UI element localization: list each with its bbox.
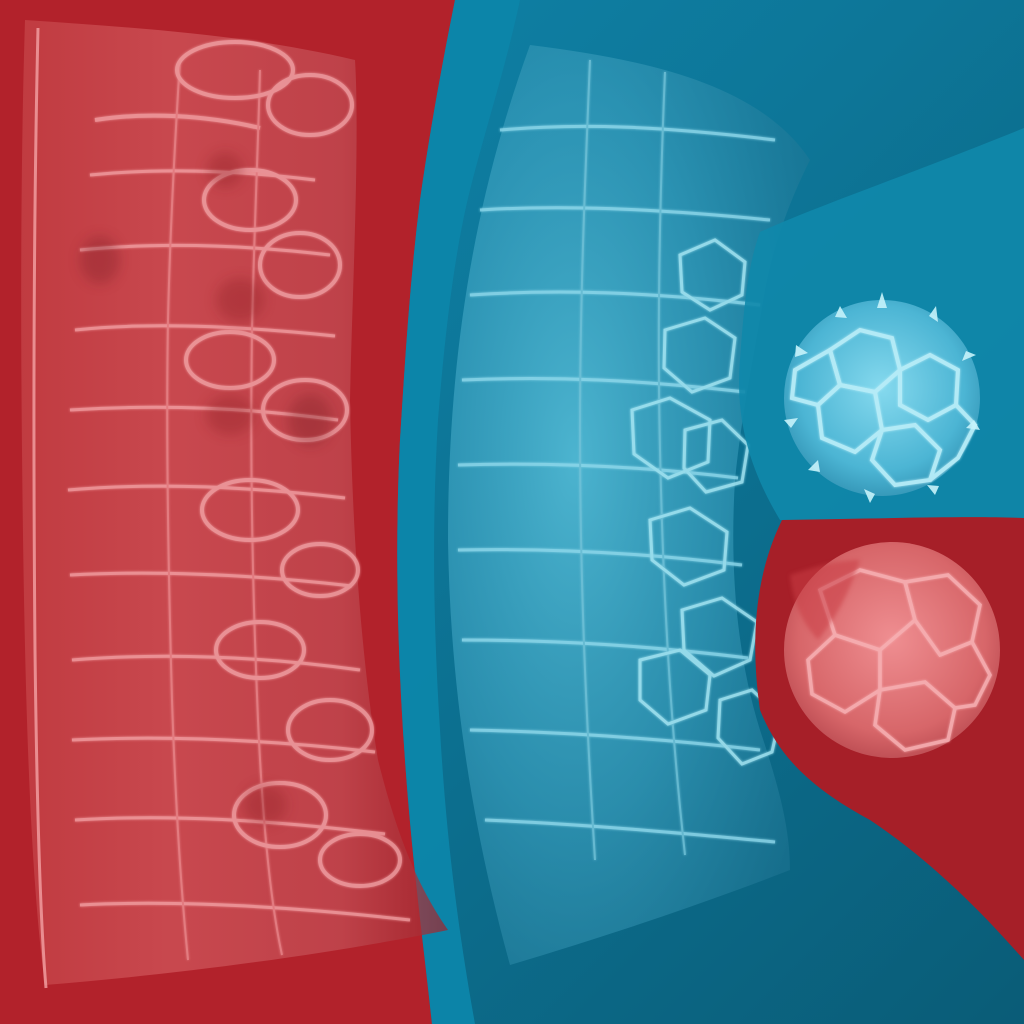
red-panel-edge [32,27,48,989]
red-cell-shadow [790,560,860,640]
blue-bowl-cells [457,59,782,861]
blue-circular-cell [784,292,980,503]
blue-border-band [397,0,520,1024]
red-panel-shadows [80,152,332,825]
